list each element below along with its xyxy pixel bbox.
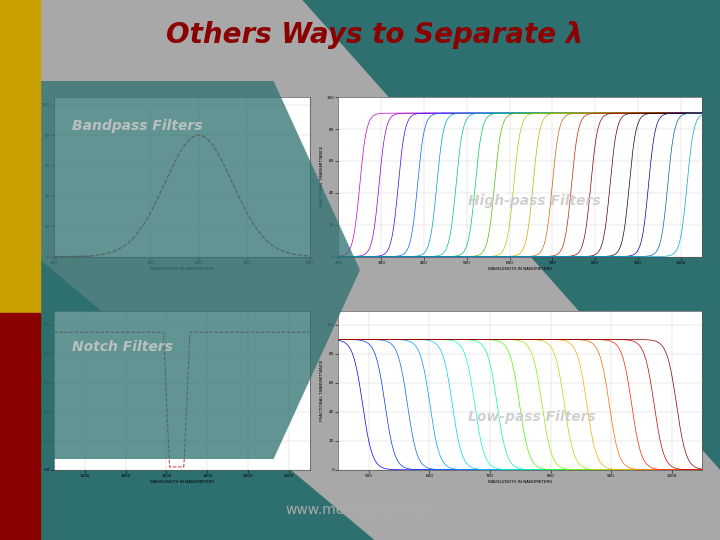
X-axis label: WAVELENGTH IN NANOMETERS: WAVELENGTH IN NANOMETERS [150,480,214,484]
Text: Low-pass Filters: Low-pass Filters [468,410,595,424]
Y-axis label: PERCENT TRANSMISSION: PERCENT TRANSMISSION [36,151,40,202]
Text: Others Ways to Separate λ: Others Ways to Separate λ [166,21,583,49]
Text: High-pass Filters: High-pass Filters [468,194,600,208]
Text: Notch Filters: Notch Filters [72,340,173,354]
Y-axis label: FRACTIONAL TRANSMITTANCE: FRACTIONAL TRANSMITTANCE [320,146,325,207]
X-axis label: WAVELENGTH IN NANOMETERS: WAVELENGTH IN NANOMETERS [488,267,552,271]
X-axis label: WAVELENGTH IN NANOMETERS: WAVELENGTH IN NANOMETERS [488,480,552,484]
X-axis label: WAVELENGTH IN NANOMETERS: WAVELENGTH IN NANOMETERS [150,267,214,271]
Y-axis label: TRANSMITTANCE: TRANSMITTANCE [37,373,41,407]
Y-axis label: FRACTIONAL TRANSMITTANCE: FRACTIONAL TRANSMITTANCE [320,360,325,421]
Text: www.mellesgriot.com: www.mellesgriot.com [285,503,435,517]
Text: Bandpass Filters: Bandpass Filters [72,119,202,133]
